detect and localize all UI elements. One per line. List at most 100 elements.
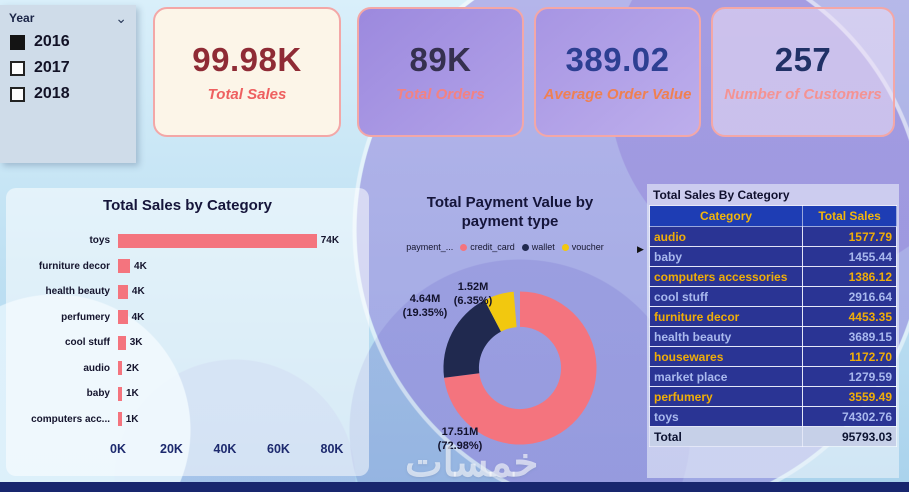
- bar[interactable]: [118, 259, 131, 274]
- legend-item-credit_card[interactable]: credit_card: [460, 242, 515, 252]
- year-slicer: Year ⌄ 2016 2017 2018: [0, 5, 136, 163]
- table-row[interactable]: cool stuff 2916.64: [648, 286, 897, 307]
- bar-value-label: 3K: [129, 337, 143, 349]
- bar-rows: toys 74K furniture decor 4K health beauty 4K p…: [14, 228, 367, 432]
- x-axis-tick: 80K: [320, 442, 344, 456]
- kpi-value: 99.98K: [192, 41, 302, 78]
- bar-category-label: computers acc...: [31, 413, 110, 425]
- bar-x-axis: 0K 20K 40K 60K 80K: [110, 442, 343, 458]
- watermark: خمسات: [405, 441, 539, 485]
- table-body: audio 1577.79 baby 1455.44 computers accesso…: [648, 226, 897, 447]
- bar-row: furniture decor 4K: [14, 254, 367, 280]
- table-row[interactable]: market place 1279.59: [648, 366, 897, 387]
- checkbox-checked-icon[interactable]: [10, 34, 25, 50]
- table-row[interactable]: audio 1577.79: [648, 226, 897, 247]
- slicer-header: Year ⌄: [0, 11, 136, 29]
- kpi-value: 257: [774, 41, 832, 78]
- column-header-category: Category: [648, 205, 804, 227]
- slicer-option-2017[interactable]: 2017: [0, 55, 136, 81]
- legend-dot-icon: [521, 243, 529, 251]
- bar-category-label: cool stuff: [65, 337, 110, 349]
- bottom-bar: [0, 482, 909, 492]
- cell-total-sales: 3559.49: [802, 386, 897, 407]
- table-row[interactable]: furniture decor 4453.35: [648, 306, 897, 327]
- bar-row: health beauty 4K: [14, 279, 367, 305]
- bar[interactable]: [118, 412, 122, 427]
- cell-category: cool stuff: [648, 286, 804, 307]
- kpi-label: Total Orders: [396, 86, 485, 103]
- cell-total-sales: 1577.79: [802, 226, 897, 247]
- kpi-card-average-order-value: 389.02 Average Order Value: [534, 7, 701, 137]
- bar-value-label: 4K: [134, 260, 147, 272]
- bar[interactable]: [118, 386, 122, 401]
- donut-slice-wallet[interactable]: [443, 300, 501, 378]
- cell-category: furniture decor: [648, 306, 804, 327]
- cell-category: audio: [648, 226, 804, 247]
- slicer-option-2016[interactable]: 2016: [0, 29, 136, 55]
- kpi-card-total-sales: 99.98K Total Sales: [153, 7, 341, 137]
- table-panel: Total Sales By Category Category Total Sa…: [647, 184, 899, 478]
- donut-slice-voucher[interactable]: [484, 291, 517, 332]
- donut-legend: payment_... credit_card wallet voucher: [376, 242, 634, 252]
- bar-chart-panel: Total Sales by Category toys 74K furniture…: [6, 188, 369, 476]
- donut-chart-title: Total Payment Value by payment type: [426, 194, 594, 230]
- bar-category-label: perfumery: [61, 311, 110, 323]
- slicer-title: Year: [9, 11, 35, 25]
- bar[interactable]: [118, 361, 123, 376]
- legend-overflow-arrow-icon[interactable]: ▶: [637, 244, 644, 254]
- checkbox-icon[interactable]: [10, 86, 25, 102]
- table-header-row: Category Total Sales: [648, 205, 897, 227]
- table-row[interactable]: perfumery 3559.49: [648, 386, 897, 407]
- kpi-value: 389.02: [565, 41, 670, 78]
- donut-label-pct: (6.35%): [453, 295, 493, 308]
- cell-total-value: 95793.03: [802, 426, 897, 447]
- legend-item-label: wallet: [531, 242, 555, 252]
- bar-row: audio 2K: [14, 356, 367, 382]
- bar[interactable]: [118, 310, 128, 325]
- table-row[interactable]: housewares 1172.70: [648, 346, 897, 367]
- bar[interactable]: [118, 284, 128, 299]
- cell-category: toys: [648, 406, 804, 427]
- legend-item-label: credit_card: [470, 242, 515, 252]
- slicer-items: 2016 2017 2018: [0, 29, 136, 107]
- slicer-option-label: 2018: [34, 85, 70, 102]
- donut-label-pct: (72.98%): [437, 440, 483, 453]
- checkbox-icon[interactable]: [10, 60, 25, 76]
- legend-item-label: voucher: [571, 242, 604, 252]
- bar-value-label: 4K: [131, 286, 145, 298]
- bar[interactable]: [118, 233, 317, 248]
- chevron-down-icon[interactable]: ⌄: [115, 10, 127, 26]
- table-row[interactable]: computers accessories 1386.12: [648, 266, 897, 287]
- cell-category: market place: [648, 366, 804, 387]
- bar-category-label: audio: [83, 362, 110, 374]
- donut-label-voucher: 1.52M (6.35%): [441, 280, 505, 309]
- cell-total-label: Total: [648, 426, 804, 447]
- cell-total-sales: 3689.15: [802, 326, 897, 347]
- legend-item-voucher[interactable]: voucher: [561, 242, 604, 252]
- bar-value-label: 2K: [126, 362, 140, 374]
- donut-chart: [443, 291, 597, 445]
- table-row[interactable]: toys 74302.76: [648, 406, 897, 427]
- cell-category: baby: [648, 246, 804, 267]
- table-row[interactable]: baby 1455.44: [648, 246, 897, 267]
- table-row[interactable]: health beauty 3689.15: [648, 326, 897, 347]
- kpi-label: Number of Customers: [724, 86, 882, 103]
- bar-row: cool stuff 3K: [14, 330, 367, 356]
- cell-total-sales: 1279.59: [802, 366, 897, 387]
- column-header-total-sales: Total Sales: [802, 205, 897, 227]
- sales-table: Category Total Sales audio 1577.79 baby 1455…: [648, 205, 897, 447]
- x-axis-tick: 40K: [213, 442, 237, 456]
- cell-category: computers accessories: [648, 266, 804, 287]
- bar-value-label: 74K: [320, 235, 340, 247]
- slicer-option-2018[interactable]: 2018: [0, 81, 136, 107]
- table-head: Category Total Sales: [648, 205, 897, 227]
- cell-category: perfumery: [648, 386, 804, 407]
- bar-category-label: furniture decor: [38, 260, 110, 272]
- legend-item-wallet[interactable]: wallet: [521, 242, 555, 252]
- bar-value-label: 1K: [126, 388, 139, 400]
- bar[interactable]: [118, 335, 126, 350]
- kpi-label: Average Order Value: [543, 86, 692, 103]
- donut-slice-credit_card[interactable]: [444, 291, 597, 445]
- bar-row: computers acc... 1K: [14, 407, 367, 433]
- bar-category-label: baby: [86, 388, 110, 400]
